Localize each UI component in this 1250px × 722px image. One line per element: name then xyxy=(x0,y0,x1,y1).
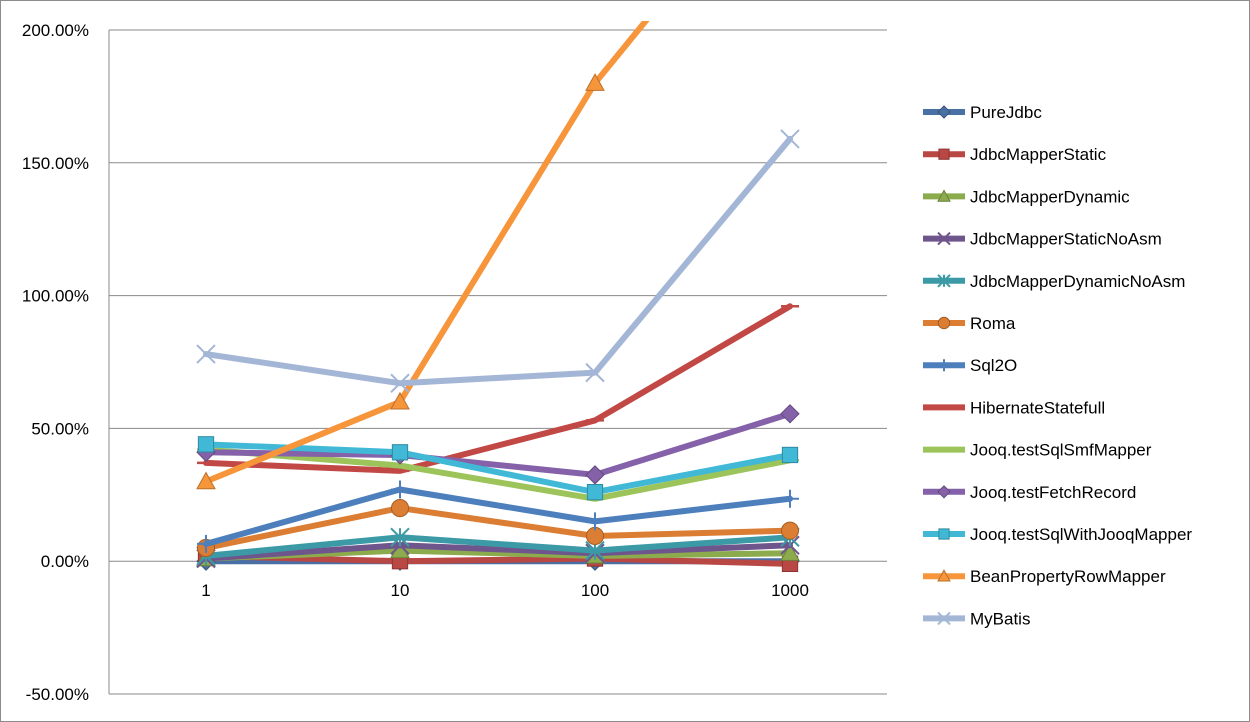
legend-label: JdbcMapperStatic xyxy=(970,145,1107,164)
y-tick-label: 150.00% xyxy=(22,154,89,173)
legend-label: JdbcMapperStaticNoAsm xyxy=(970,230,1162,249)
legend-entry: JdbcMapperDynamic xyxy=(923,187,1130,206)
legend-label: Sql2O xyxy=(970,356,1017,375)
data-point xyxy=(780,521,800,540)
legend-label: BeanPropertyRowMapper xyxy=(970,567,1166,586)
legend-marker xyxy=(937,569,951,582)
legend-label: Jooq.testSqlSmfMapper xyxy=(970,441,1152,460)
series-layer xyxy=(196,21,800,573)
legend-label: Roma xyxy=(970,314,1016,333)
legend-entry: BeanPropertyRowMapper xyxy=(923,567,1166,586)
data-point xyxy=(197,436,215,453)
data-point xyxy=(585,362,605,383)
data-point xyxy=(391,444,409,461)
legend-marker xyxy=(937,231,951,246)
legend-marker xyxy=(937,611,951,626)
legend-entry: Jooq.testSqlWithJooqMapper xyxy=(923,525,1192,544)
series-line xyxy=(203,552,793,567)
legend-entry: Jooq.testSqlSmfMapper xyxy=(923,441,1152,460)
data-point xyxy=(390,391,410,410)
series-line xyxy=(203,410,793,478)
data-point xyxy=(390,373,410,393)
x-tick-label: 10 xyxy=(391,581,410,600)
data-point xyxy=(781,446,799,464)
data-point xyxy=(586,512,604,531)
legend-entry: Sql2O xyxy=(923,356,1017,375)
legend-entry: JdbcMapperStaticNoAsm xyxy=(923,230,1162,249)
x-tick-label: 100 xyxy=(581,581,609,600)
legend-entry: Jooq.testFetchRecord xyxy=(923,483,1136,502)
legend-label: MyBatis xyxy=(970,609,1030,628)
legend-entry: Roma xyxy=(923,314,1016,333)
y-tick-label: 0.00% xyxy=(41,552,89,571)
legend-marker xyxy=(937,189,951,202)
legend-label: HibernateStatefull xyxy=(970,398,1105,417)
data-point xyxy=(585,73,605,91)
y-tick-label: -50.00% xyxy=(26,685,89,704)
series-line xyxy=(203,303,793,474)
series-HibernateStatefull xyxy=(197,303,799,474)
legend-marker xyxy=(937,485,951,499)
data-point xyxy=(780,404,800,424)
y-tick-label: 200.00% xyxy=(22,21,89,40)
series-line xyxy=(203,446,793,502)
legend-entry: PureJdbc xyxy=(923,103,1042,122)
series-Jooq.testSqlWithJooqMapper xyxy=(197,436,799,501)
series-BeanPropertyRowMapper xyxy=(196,21,650,490)
data-point xyxy=(390,527,410,548)
data-point xyxy=(196,471,216,490)
series-line xyxy=(203,135,793,387)
data-point xyxy=(586,483,604,501)
data-point xyxy=(196,344,216,364)
data-point xyxy=(585,465,605,485)
data-point xyxy=(780,543,800,561)
legend-label: Jooq.testSqlWithJooqMapper xyxy=(970,525,1192,544)
data-point xyxy=(780,129,800,149)
legend-label: JdbcMapperDynamic xyxy=(970,187,1130,206)
legend-marker xyxy=(937,105,951,119)
legend-marker xyxy=(938,148,950,160)
axes: -50.00% 0.00% 50.00% 100.00% 150.00% 200.00% 1… xyxy=(22,21,809,704)
data-point xyxy=(390,499,410,518)
data-point xyxy=(781,489,799,508)
data-point xyxy=(391,480,409,499)
legend-entry: JdbcMapperStatic xyxy=(923,145,1107,164)
y-tick-label: 50.00% xyxy=(31,419,89,438)
y-tick-label: 100.00% xyxy=(22,287,89,306)
legend-marker xyxy=(937,274,951,288)
series-line xyxy=(203,534,793,559)
legend-entry: JdbcMapperDynamicNoAsm xyxy=(923,272,1185,291)
x-tick-label: 1000 xyxy=(771,581,809,600)
legend-entry: HibernateStatefull xyxy=(923,398,1105,417)
legend-label: PureJdbc xyxy=(970,103,1042,122)
legend: PureJdbc JdbcMapperStatic JdbcMapperDynami… xyxy=(923,103,1192,628)
legend-marker xyxy=(937,316,951,330)
legend-entry: MyBatis xyxy=(923,609,1030,628)
series-line xyxy=(203,486,793,547)
series-line xyxy=(203,441,793,496)
legend-marker xyxy=(938,359,950,372)
series-line xyxy=(203,21,650,485)
legend-label: Jooq.testFetchRecord xyxy=(970,483,1136,502)
series-Sql2O xyxy=(197,480,799,553)
legend-label: JdbcMapperDynamicNoAsm xyxy=(970,272,1185,291)
data-point xyxy=(197,534,215,553)
x-tick-label: 1 xyxy=(201,581,210,600)
series-MyBatis xyxy=(196,129,800,393)
legend-marker xyxy=(938,528,950,540)
series-line xyxy=(203,542,793,562)
series-line xyxy=(203,505,793,551)
